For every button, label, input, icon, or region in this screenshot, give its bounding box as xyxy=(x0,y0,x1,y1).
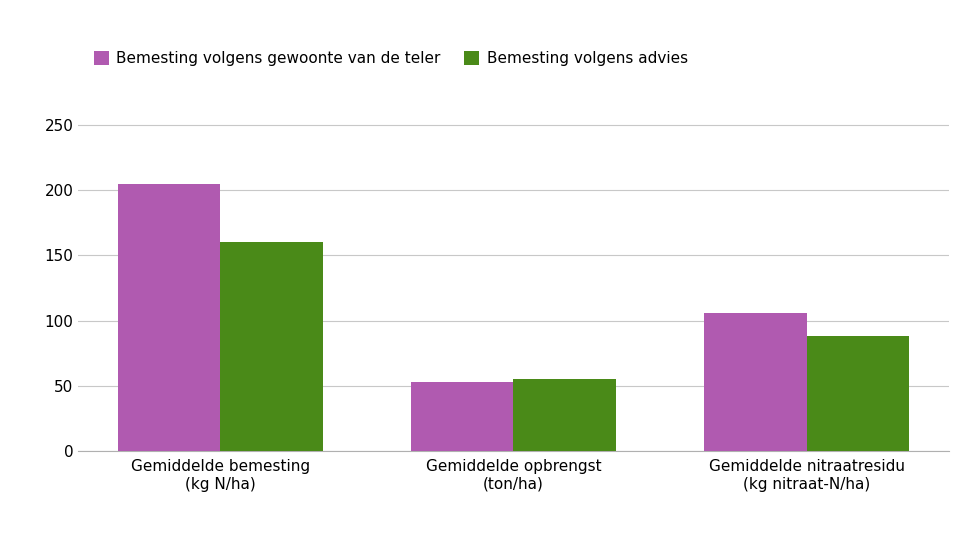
Bar xyxy=(220,243,322,451)
Legend: Bemesting volgens gewoonte van de teler, Bemesting volgens advies: Bemesting volgens gewoonte van de teler,… xyxy=(86,43,695,74)
Bar xyxy=(703,313,806,451)
Bar xyxy=(806,336,909,451)
Bar xyxy=(410,382,513,451)
Bar xyxy=(513,379,616,451)
Bar xyxy=(117,184,220,451)
